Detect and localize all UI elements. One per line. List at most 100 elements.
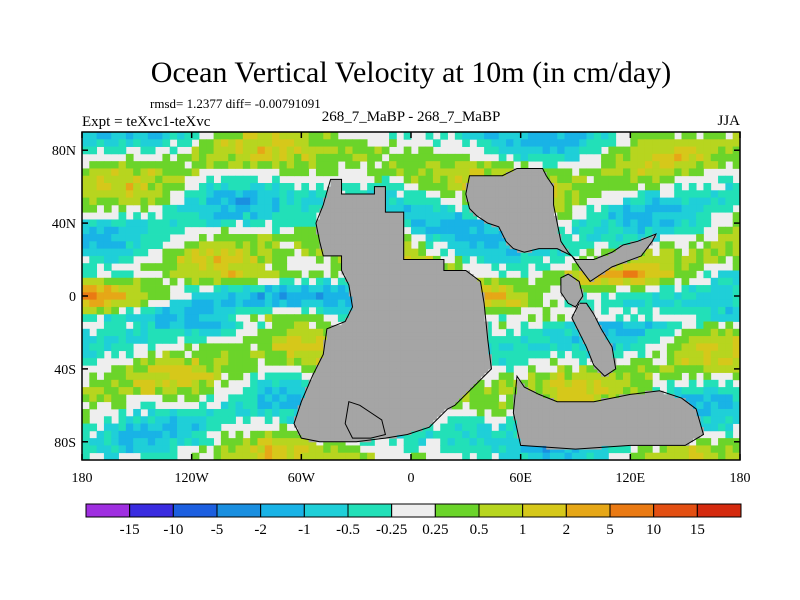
land-cell bbox=[462, 325, 467, 330]
field-cell bbox=[213, 197, 222, 206]
land-cell bbox=[451, 303, 456, 308]
land-cell bbox=[315, 226, 321, 231]
field-cell bbox=[118, 226, 127, 235]
field-cell bbox=[286, 146, 295, 155]
field-cell bbox=[140, 306, 149, 315]
land-cell bbox=[367, 252, 372, 257]
field-cell bbox=[557, 387, 565, 395]
field-cell bbox=[476, 401, 485, 410]
land-cell bbox=[403, 379, 408, 384]
field-cell bbox=[111, 270, 119, 279]
field-cell bbox=[191, 292, 200, 301]
field-cell bbox=[579, 234, 587, 242]
field-cell bbox=[235, 372, 244, 381]
field-cell bbox=[557, 168, 565, 177]
field-cell bbox=[674, 183, 682, 191]
land-cell bbox=[400, 215, 405, 220]
land-cell bbox=[432, 379, 438, 384]
field-cell bbox=[710, 277, 719, 286]
land-cell bbox=[370, 277, 375, 282]
field-cell bbox=[732, 350, 740, 359]
land-cell bbox=[458, 299, 463, 304]
land-cell bbox=[356, 204, 361, 210]
field-cell bbox=[411, 153, 419, 162]
field-cell bbox=[579, 197, 587, 206]
land-cell bbox=[330, 223, 335, 228]
field-cell bbox=[191, 255, 200, 264]
field-cell bbox=[484, 430, 492, 439]
land-cell bbox=[334, 248, 339, 253]
field-cell bbox=[220, 314, 229, 322]
land-cell bbox=[356, 379, 361, 384]
land-cell bbox=[348, 328, 354, 333]
field-cell bbox=[162, 306, 171, 315]
land-cell bbox=[425, 274, 430, 279]
field-cell bbox=[162, 153, 171, 162]
field-cell bbox=[140, 139, 149, 147]
land-cell bbox=[484, 357, 489, 363]
land-cell bbox=[341, 376, 346, 381]
land-cell bbox=[421, 310, 427, 315]
field-cell bbox=[301, 132, 310, 140]
field-cell bbox=[644, 336, 653, 344]
field-cell bbox=[608, 270, 617, 279]
field-cell bbox=[403, 234, 412, 242]
land-cell bbox=[385, 252, 390, 257]
land-cell bbox=[337, 248, 343, 253]
land-cell bbox=[337, 244, 343, 250]
land-cell bbox=[337, 223, 343, 228]
land-cell bbox=[341, 270, 346, 275]
field-cell bbox=[220, 183, 229, 191]
field-cell bbox=[118, 255, 127, 264]
land-cell bbox=[363, 193, 368, 199]
field-cell bbox=[557, 146, 565, 155]
land-cell bbox=[381, 325, 386, 330]
field-cell bbox=[294, 394, 302, 403]
field-cell bbox=[491, 248, 500, 257]
land-cell bbox=[436, 277, 441, 282]
field-cell bbox=[198, 190, 207, 198]
field-cell bbox=[703, 132, 712, 140]
field-cell bbox=[623, 175, 631, 184]
field-cell bbox=[147, 365, 156, 373]
land-cell bbox=[348, 347, 354, 352]
field-cell bbox=[571, 372, 580, 381]
land-cell bbox=[356, 197, 361, 202]
land-cell bbox=[407, 296, 412, 301]
land-cell bbox=[334, 234, 339, 239]
field-cell bbox=[732, 285, 740, 293]
field-cell bbox=[111, 336, 119, 344]
land-cell bbox=[451, 350, 456, 355]
field-cell bbox=[279, 132, 288, 140]
field-cell bbox=[147, 372, 156, 381]
field-cell bbox=[659, 328, 668, 337]
field-cell bbox=[220, 357, 229, 366]
land-cell bbox=[359, 255, 364, 261]
field-cell bbox=[659, 153, 668, 162]
land-cell bbox=[315, 383, 321, 388]
land-cell bbox=[414, 347, 419, 352]
field-cell bbox=[659, 212, 668, 220]
field-cell bbox=[184, 132, 193, 140]
field-cell bbox=[213, 299, 222, 308]
land-cell bbox=[400, 336, 405, 341]
field-cell bbox=[177, 438, 185, 446]
field-cell bbox=[133, 379, 141, 388]
field-cell bbox=[425, 175, 434, 184]
field-cell bbox=[652, 299, 660, 308]
land-cell bbox=[421, 339, 427, 344]
land-cell bbox=[436, 266, 441, 271]
land-cell bbox=[389, 321, 394, 326]
land-cell bbox=[392, 347, 397, 352]
land-cell bbox=[341, 332, 346, 337]
field-cell bbox=[89, 438, 98, 446]
field-cell bbox=[169, 350, 178, 359]
land-cell bbox=[429, 270, 434, 275]
field-cell bbox=[447, 423, 456, 432]
land-cell bbox=[378, 277, 383, 282]
land-cell bbox=[337, 208, 343, 213]
field-cell bbox=[250, 438, 258, 446]
field-cell bbox=[169, 161, 178, 169]
land-cell bbox=[378, 376, 383, 381]
field-cell bbox=[198, 241, 207, 250]
